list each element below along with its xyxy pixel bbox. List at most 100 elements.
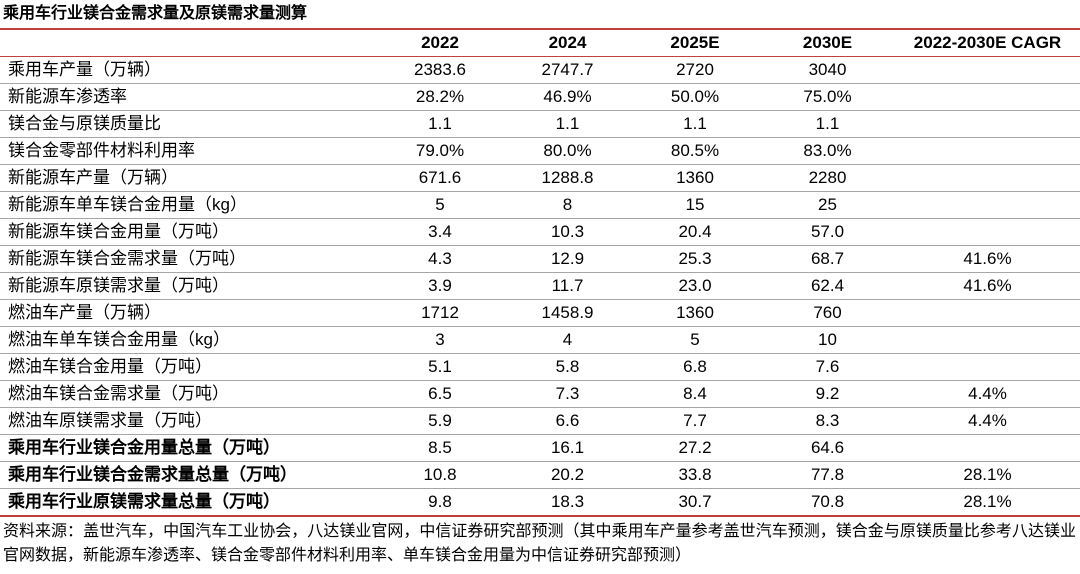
cell-2030e-value: 1.1	[760, 110, 895, 138]
row-label: 乘用车行业镁合金用量总量（万吨）	[0, 434, 375, 462]
column-header-2022: 2022	[375, 28, 505, 57]
cell-cagr-value: 4.4%	[895, 380, 1080, 408]
cell-2030e-value: 3040	[760, 56, 895, 84]
cell-cagr-value: 28.1%	[895, 488, 1080, 517]
cell-2024-value: 46.9%	[505, 83, 630, 111]
cell-2030e-value: 2280	[760, 164, 895, 192]
cell-2030e-value: 83.0%	[760, 137, 895, 165]
cell-2025e-value: 80.5%	[630, 137, 760, 165]
table-row: 燃油车单车镁合金用量（kg） 3 4 5 10	[0, 326, 1080, 354]
column-header-2024: 2024	[505, 28, 630, 57]
cell-2025e-value: 27.2	[630, 434, 760, 462]
cell-cagr-value	[895, 299, 1080, 327]
column-header-2030e: 2030E	[760, 28, 895, 57]
row-label: 燃油车产量（万辆）	[0, 299, 375, 327]
row-label: 新能源车镁合金用量（万吨）	[0, 218, 375, 246]
cell-2025e-value: 23.0	[630, 272, 760, 300]
cell-cagr-value	[895, 434, 1080, 462]
column-header-cagr: 2022-2030E CAGR	[895, 28, 1080, 57]
table-body: 乘用车产量（万辆） 2383.6 2747.7 2720 3040 新能源车渗透…	[0, 56, 1080, 517]
cell-2030e-value: 70.8	[760, 488, 895, 517]
cell-2025e-value: 50.0%	[630, 83, 760, 111]
row-label: 燃油车镁合金用量（万吨）	[0, 353, 375, 381]
cell-2024-value: 12.9	[505, 245, 630, 273]
table-row: 乘用车产量（万辆） 2383.6 2747.7 2720 3040	[0, 56, 1080, 84]
cell-2024-value: 18.3	[505, 488, 630, 517]
cell-cagr-value	[895, 326, 1080, 354]
cell-2022-value: 5.1	[375, 353, 505, 381]
cell-2022-value: 10.8	[375, 461, 505, 489]
cell-2022-value: 9.8	[375, 488, 505, 517]
row-label: 新能源车镁合金需求量（万吨）	[0, 245, 375, 273]
cell-2030e-value: 8.3	[760, 407, 895, 435]
column-header-2025e: 2025E	[630, 28, 760, 57]
cell-2025e-value: 6.8	[630, 353, 760, 381]
cell-cagr-value: 4.4%	[895, 407, 1080, 435]
cell-2024-value: 6.6	[505, 407, 630, 435]
cell-2025e-value: 15	[630, 191, 760, 219]
row-label: 乘用车产量（万辆）	[0, 56, 375, 84]
page-title: 乘用车行业镁合金需求量及原镁需求量测算	[3, 5, 308, 22]
cell-2030e-value: 68.7	[760, 245, 895, 273]
table-row: 燃油车产量（万辆） 1712 1458.9 1360 760	[0, 299, 1080, 327]
table-row: 新能源车渗透率 28.2% 46.9% 50.0% 75.0%	[0, 83, 1080, 111]
cell-cagr-value: 41.6%	[895, 272, 1080, 300]
table-row: 镁合金零部件材料利用率 79.0% 80.0% 80.5% 83.0%	[0, 137, 1080, 165]
cell-2024-value: 7.3	[505, 380, 630, 408]
cell-2024-value: 10.3	[505, 218, 630, 246]
cell-cagr-value: 28.1%	[895, 461, 1080, 489]
cell-2024-value: 1.1	[505, 110, 630, 138]
cell-2022-value: 671.6	[375, 164, 505, 192]
cell-2030e-value: 760	[760, 299, 895, 327]
cell-2024-value: 2747.7	[505, 56, 630, 84]
table-row: 新能源车产量（万辆） 671.6 1288.8 1360 2280	[0, 164, 1080, 192]
table-row: 新能源车镁合金用量（万吨） 3.4 10.3 20.4 57.0	[0, 218, 1080, 246]
cell-2022-value: 8.5	[375, 434, 505, 462]
cell-2022-value: 5.9	[375, 407, 505, 435]
cell-cagr-value	[895, 164, 1080, 192]
cell-cagr-value	[895, 110, 1080, 138]
cell-2030e-value: 25	[760, 191, 895, 219]
cell-2022-value: 1712	[375, 299, 505, 327]
cell-2025e-value: 1.1	[630, 110, 760, 138]
row-label: 燃油车镁合金需求量（万吨）	[0, 380, 375, 408]
cell-2024-value: 20.2	[505, 461, 630, 489]
cell-2024-value: 8	[505, 191, 630, 219]
cell-2025e-value: 2720	[630, 56, 760, 84]
table-row: 新能源车单车镁合金用量（kg） 5 8 15 25	[0, 191, 1080, 219]
row-label: 镁合金零部件材料利用率	[0, 137, 375, 165]
row-label: 新能源车渗透率	[0, 83, 375, 111]
cell-2025e-value: 5	[630, 326, 760, 354]
table-row: 镁合金与原镁质量比 1.1 1.1 1.1 1.1	[0, 110, 1080, 138]
row-label: 乘用车行业原镁需求量总量（万吨）	[0, 488, 375, 517]
cell-2025e-value: 20.4	[630, 218, 760, 246]
cell-2022-value: 28.2%	[375, 83, 505, 111]
header-row: 2022 2024 2025E 2030E 2022-2030E CAGR	[0, 28, 1080, 57]
row-label: 燃油车单车镁合金用量（kg）	[0, 326, 375, 354]
cell-cagr-value	[895, 218, 1080, 246]
cell-2030e-value: 77.8	[760, 461, 895, 489]
cell-2025e-value: 1360	[630, 299, 760, 327]
row-label: 新能源车原镁需求量（万吨）	[0, 272, 375, 300]
table-row: 燃油车原镁需求量（万吨） 5.9 6.6 7.7 8.3 4.4%	[0, 407, 1080, 435]
column-header-label	[0, 28, 375, 57]
cell-2025e-value: 33.8	[630, 461, 760, 489]
cell-2024-value: 5.8	[505, 353, 630, 381]
cell-2030e-value: 75.0%	[760, 83, 895, 111]
row-label: 新能源车单车镁合金用量（kg）	[0, 191, 375, 219]
table-row: 乘用车行业镁合金需求量总量（万吨） 10.8 20.2 33.8 77.8 28…	[0, 461, 1080, 489]
cell-2022-value: 5	[375, 191, 505, 219]
cell-2025e-value: 7.7	[630, 407, 760, 435]
cell-2030e-value: 57.0	[760, 218, 895, 246]
cell-2022-value: 3.4	[375, 218, 505, 246]
cell-2030e-value: 7.6	[760, 353, 895, 381]
cell-2022-value: 6.5	[375, 380, 505, 408]
source-note: 资料来源：盖世汽车，中国汽车工业协会，八达镁业官网，中信证券研究部预测（其中乘用…	[3, 522, 1076, 564]
cell-2030e-value: 9.2	[760, 380, 895, 408]
cell-cagr-value	[895, 191, 1080, 219]
cell-2024-value: 11.7	[505, 272, 630, 300]
cell-2024-value: 80.0%	[505, 137, 630, 165]
cell-2024-value: 4	[505, 326, 630, 354]
table-row: 乘用车行业原镁需求量总量（万吨） 9.8 18.3 30.7 70.8 28.1…	[0, 488, 1080, 517]
table-row: 燃油车镁合金用量（万吨） 5.1 5.8 6.8 7.6	[0, 353, 1080, 381]
